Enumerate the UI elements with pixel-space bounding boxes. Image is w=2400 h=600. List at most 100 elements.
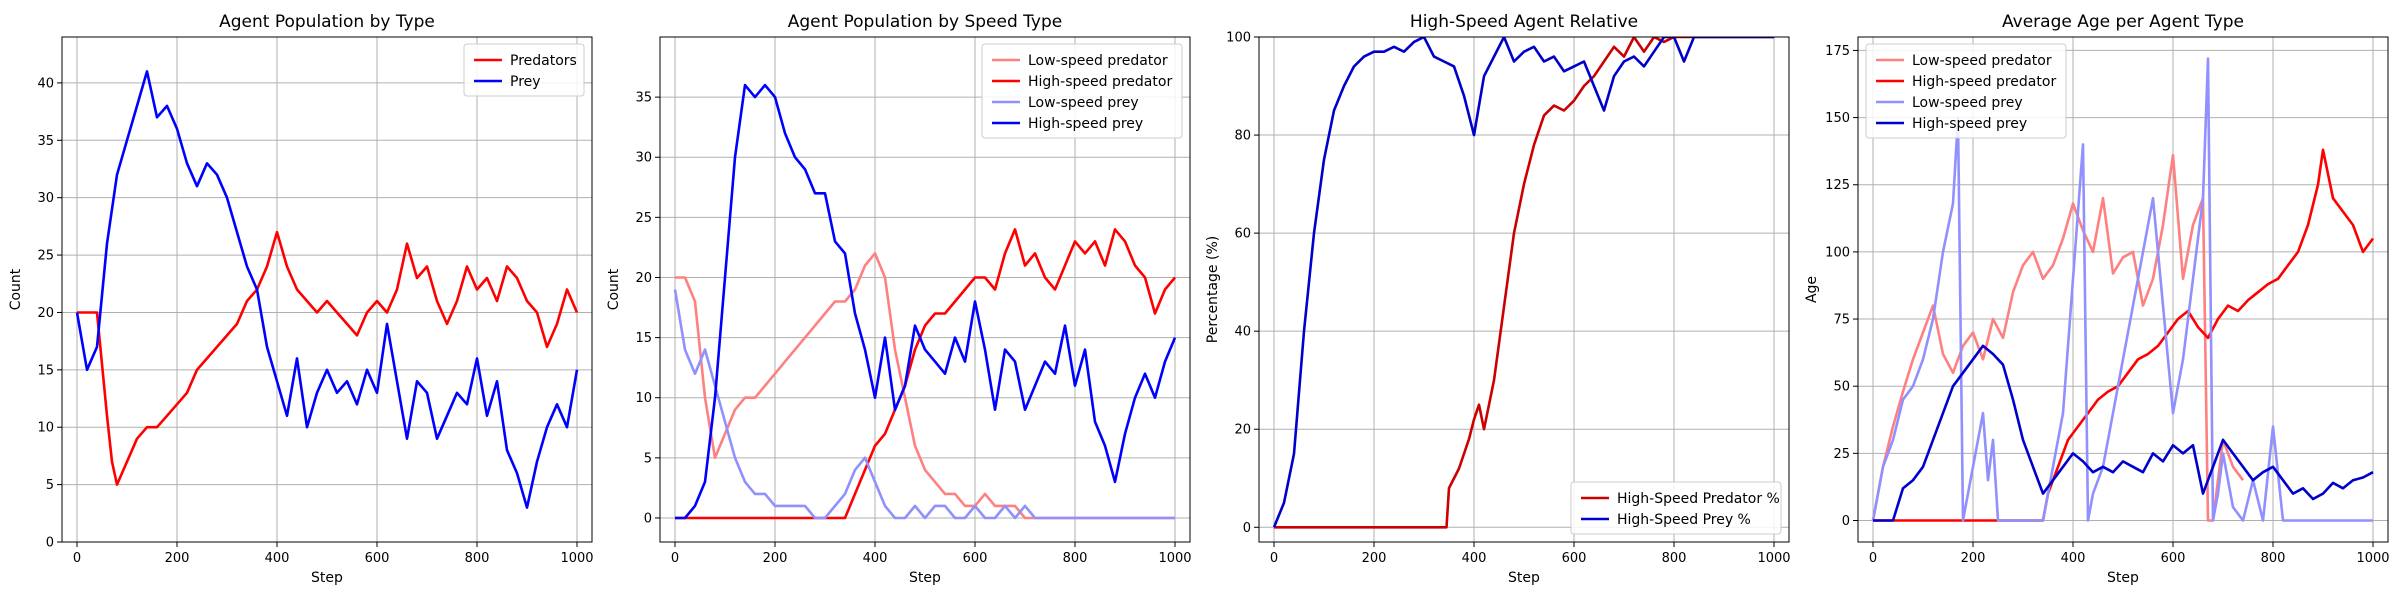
y-tick-label: 0 xyxy=(46,536,54,551)
legend: Low-speed predator High-speed predator Low… xyxy=(981,43,1183,139)
y-tick-label: 40 xyxy=(1234,325,1251,340)
x-tick-label: 400 xyxy=(2061,551,2086,566)
x-tick-label: 200 xyxy=(763,551,788,566)
y-tick-label: 20 xyxy=(37,306,54,321)
y-tick-label: 20 xyxy=(1234,423,1251,438)
y-tick-label: 40 xyxy=(37,76,54,91)
y-tick-label: 0 xyxy=(1243,521,1251,536)
y-tick-label: 150 xyxy=(1825,111,1850,126)
x-tick-label: 600 xyxy=(963,551,988,566)
y-tick-label: 15 xyxy=(635,331,652,346)
x-axis-label: Step xyxy=(311,570,343,586)
legend-box xyxy=(1865,43,2067,139)
legend-label: Low-speed predator xyxy=(1028,53,1168,69)
x-tick-label: 800 xyxy=(1063,551,1088,566)
legend-box xyxy=(463,43,585,97)
axes-frame xyxy=(1857,36,2389,543)
series-line-low-speed-predator xyxy=(1871,153,2245,522)
y-tick-label: 100 xyxy=(1825,245,1850,260)
y-tick-label: 0 xyxy=(644,511,652,526)
x-tick-label: 800 xyxy=(2261,551,2286,566)
x-tick-label: 200 xyxy=(165,551,190,566)
chart-title: Agent Population by Type xyxy=(219,12,435,32)
y-tick-label: 175 xyxy=(1825,44,1850,59)
y-tick-label: 30 xyxy=(635,151,652,166)
series-line-predators xyxy=(77,230,579,486)
y-axis-label: Percentage (%) xyxy=(1205,236,1221,343)
series-line-high-speed-prey xyxy=(1272,37,1774,528)
legend-label: Predators xyxy=(510,53,577,69)
legend-label: High-speed prey xyxy=(1912,116,2027,132)
legend: Low-speed predator High-speed predator Low… xyxy=(1865,43,2067,139)
y-tick-label: 100 xyxy=(1226,31,1251,46)
y-tick-label: 125 xyxy=(1825,178,1850,193)
legend-label: High-Speed Predator % xyxy=(1617,491,1780,507)
x-axis-label: Step xyxy=(909,570,941,586)
chart-title: Agent Population by Speed Type xyxy=(788,12,1062,32)
x-tick-label: 1000 xyxy=(1757,551,1790,566)
legend-label: Prey xyxy=(510,74,541,90)
legend: High-Speed Predator % High-Speed Prey % xyxy=(1570,481,1782,535)
y-axis-label: Age xyxy=(1804,276,1820,303)
y-tick-label: 10 xyxy=(37,421,54,436)
x-tick-label: 0 xyxy=(73,551,81,566)
chart-1: 0 200 400 600 800 1000 0 5 10 15 20 25 30 35 40 Agent P… xyxy=(8,12,594,586)
y-axis-label: Count xyxy=(8,268,24,310)
x-tick-label: 400 xyxy=(1462,551,1487,566)
y-tick-label: 5 xyxy=(46,478,54,493)
y-tick-label: 20 xyxy=(635,271,652,286)
legend-label: Low-speed prey xyxy=(1028,95,1139,111)
y-tick-label: 60 xyxy=(1234,227,1251,242)
x-tick-label: 600 xyxy=(365,551,390,566)
series-line-high-speed-prey xyxy=(1873,344,2374,522)
x-axis-label: Step xyxy=(1508,570,1540,586)
series-line-high-speed-predator xyxy=(675,228,1176,520)
y-tick-label: 25 xyxy=(37,249,54,264)
legend-label: Low-speed predator xyxy=(1912,53,2052,69)
chart-4: 0 200 400 600 800 1000 0 25 50 75 100 125 150 175 Aver… xyxy=(1804,12,2390,586)
legend-label: High-speed predator xyxy=(1912,74,2056,90)
series-line-high-speed-predator xyxy=(1274,37,1774,529)
chart-title: High-Speed Agent Relative xyxy=(1410,12,1638,32)
x-tick-label: 1000 xyxy=(560,551,593,566)
y-tick-label: 35 xyxy=(37,134,54,149)
y-tick-label: 35 xyxy=(635,91,652,106)
series-line-low-speed-prey xyxy=(673,289,1175,520)
x-tick-label: 600 xyxy=(2161,551,2186,566)
legend-label: High-speed predator xyxy=(1028,74,1172,90)
x-tick-label: 800 xyxy=(1662,551,1687,566)
x-tick-label: 600 xyxy=(1562,551,1587,566)
chart-2: 0 200 400 600 800 1000 0 5 10 15 20 25 30 35 Agent Pop… xyxy=(606,12,1192,586)
y-tick-label: 25 xyxy=(635,211,652,226)
x-tick-label: 0 xyxy=(1270,551,1278,566)
legend-box xyxy=(981,43,1183,139)
y-tick-label: 5 xyxy=(644,451,652,466)
axes-frame xyxy=(1258,36,1790,543)
x-tick-label: 800 xyxy=(465,551,490,566)
y-tick-label: 75 xyxy=(1833,313,1850,328)
y-tick-label: 25 xyxy=(1833,447,1850,462)
series-line-prey xyxy=(75,70,579,509)
x-tick-label: 1000 xyxy=(2356,551,2389,566)
x-tick-label: 0 xyxy=(1869,551,1877,566)
x-tick-label: 200 xyxy=(1362,551,1387,566)
x-tick-label: 1000 xyxy=(1158,551,1191,566)
x-axis-label: Step xyxy=(2107,570,2139,586)
axes-frame xyxy=(659,36,1191,543)
y-tick-label: 50 xyxy=(1833,380,1850,395)
y-tick-label: 10 xyxy=(635,391,652,406)
legend-label: High-speed prey xyxy=(1028,116,1143,132)
y-axis-label: Count xyxy=(606,268,622,310)
chart-title: Average Age per Agent Type xyxy=(2002,12,2244,32)
y-tick-label: 15 xyxy=(37,363,54,378)
series-line-high-speed-prey xyxy=(675,83,1177,520)
legend-box xyxy=(1570,481,1782,535)
y-tick-label: 0 xyxy=(1842,514,1850,529)
x-tick-label: 400 xyxy=(265,551,290,566)
axes-frame xyxy=(61,36,593,543)
y-tick-label: 30 xyxy=(37,191,54,206)
chart-3: 0 200 400 600 800 1000 0 20 40 60 80 100 High-Speed … xyxy=(1205,12,1791,586)
x-tick-label: 0 xyxy=(671,551,679,566)
y-tick-label: 80 xyxy=(1234,129,1251,144)
